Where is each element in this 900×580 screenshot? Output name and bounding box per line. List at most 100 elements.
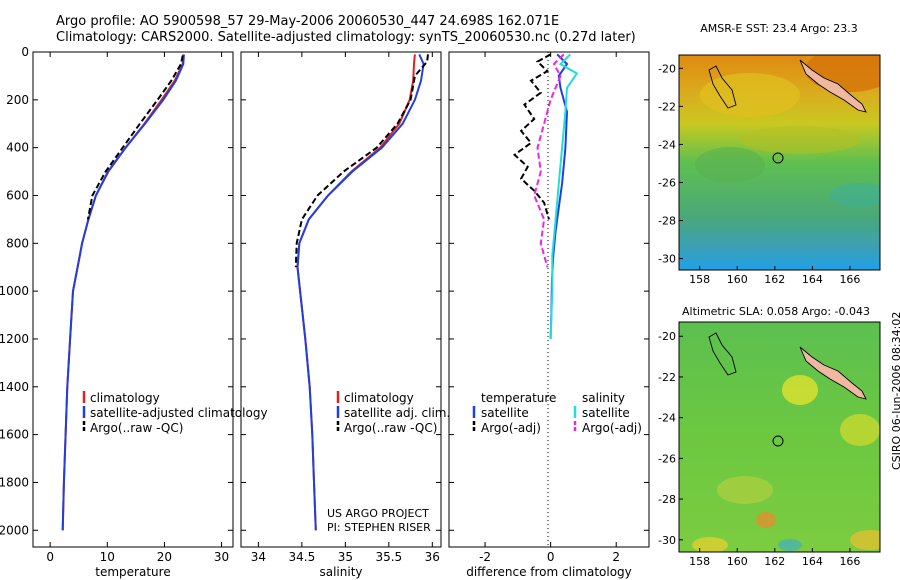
sst-map-frame: [678, 54, 881, 271]
x-tick-label: 36: [425, 550, 440, 564]
map-y-tick-label: -22: [658, 371, 676, 384]
sla-high-patch-3: [717, 476, 773, 504]
legend-label-temp-argo: Argo(-adj): [481, 421, 541, 435]
x-tick-label: 10: [100, 550, 115, 564]
legend-label-argo-raw: Argo(..raw -QC): [90, 421, 183, 435]
sst-map: AMSR-E SST: 23.4 Argo: 23.3: [678, 22, 881, 271]
sla-high-patch-2: [840, 414, 880, 446]
temperature-panel-frame: [32, 51, 234, 548]
series-line-salinity-satellite: [549, 53, 579, 340]
australia-coast: [708, 65, 737, 109]
sst-green-patch: [695, 147, 765, 183]
map-y-tick-label: -28: [658, 215, 676, 228]
x-tick-label: 0: [547, 550, 555, 564]
map-x-tick-label: 160: [727, 555, 748, 568]
x-tick-label: 34.5: [289, 550, 316, 564]
legend-label-temp-satellite: satellite: [481, 406, 529, 420]
sst-yellow-patch: [700, 73, 800, 117]
y-tick-label: 1400: [0, 380, 29, 394]
map-y-tick-label: -24: [658, 412, 676, 425]
y-tick-label: 800: [6, 236, 29, 250]
map-x-tick-label: 164: [802, 555, 823, 568]
map-x-tick-label: 158: [689, 273, 710, 286]
sst-band: [740, 126, 860, 154]
new-caledonia: [799, 346, 867, 400]
pi-label: PI: STEPHEN RISER: [327, 521, 431, 534]
legend-label-satellite-adj: satellite adj. clim.: [344, 406, 450, 420]
series-line-salinity-argo-adj-: [533, 53, 565, 268]
y-tick-label: 200: [6, 93, 29, 107]
map-y-tick-label: -22: [658, 100, 676, 113]
series-line-argo-raw-qc-: [294, 54, 429, 268]
x-tick-label: 0: [46, 550, 54, 564]
legend-label-climatology: climatology: [344, 391, 414, 405]
new-caledonia: [799, 59, 867, 113]
legend-group-salinity: salinity: [582, 391, 625, 405]
y-tick-label: 0: [21, 45, 29, 59]
map-y-tick-label: -20: [658, 62, 676, 75]
x-tick-label: 30: [214, 550, 229, 564]
map-y-tick-label: -30: [658, 253, 676, 266]
map-x-tick-label: 160: [727, 273, 748, 286]
sla-high-patch: [782, 375, 818, 405]
series-line-climatology: [61, 54, 185, 531]
y-tick-label: 2000: [0, 523, 29, 537]
legend-label-argo-raw: Argo(..raw -QC): [344, 421, 437, 435]
y-tick-label: 400: [6, 141, 29, 155]
x-tick-label: 35.5: [375, 550, 402, 564]
project-label: US ARGO PROJECT: [327, 507, 429, 520]
series-line-temperature-argo-adj-: [513, 53, 552, 220]
map-x-tick-label: 162: [764, 555, 785, 568]
legend-label-satellite-adjusted: satellite-adjusted climatology: [90, 406, 268, 420]
y-tick-label: 1000: [0, 284, 29, 298]
sst-cyan-patch: [830, 183, 880, 207]
y-tick-label: 1600: [0, 428, 29, 442]
y-tick-label: 1800: [0, 475, 29, 489]
legend-group-temperature: temperature: [481, 391, 556, 405]
map-y-tick-label: -24: [658, 138, 676, 151]
map-y-tick-label: -30: [658, 534, 676, 547]
x-tick-label: 34: [251, 550, 266, 564]
sla-map-frame: [678, 321, 881, 553]
map-y-tick-label: -20: [658, 330, 676, 343]
argo-float-marker: [772, 152, 784, 164]
x-axis-label: difference from climatology: [466, 565, 632, 579]
sla-map-title: Altimetric SLA: 0.058 Argo: -0.043: [682, 305, 870, 318]
x-tick-label: 35: [338, 550, 353, 564]
map-x-tick-label: 166: [839, 555, 860, 568]
sla-map: Altimetric SLA: 0.058 Argo: -0.043: [678, 305, 881, 553]
salinity-panel-frame: [240, 51, 442, 548]
x-tick-label: 2: [612, 550, 620, 564]
y-tick-label: 600: [6, 188, 29, 202]
sla-low-patch: [778, 539, 802, 551]
argo-float-marker: [772, 435, 784, 447]
map-axis-ticks: 158 160 162 164 166 -20 -22 -24 -26 -28 -30 158 160 1…: [658, 62, 860, 568]
series-line-climatology: [296, 54, 416, 531]
x-tick-label: 20: [157, 550, 172, 564]
map-y-tick-label: -28: [658, 493, 676, 506]
x-axis-label: temperature: [95, 565, 170, 579]
legend-label-climatology: climatology: [90, 391, 160, 405]
map-y-tick-label: -26: [658, 452, 676, 465]
map-x-tick-label: 166: [839, 273, 860, 286]
series-line-satellite-adj-clim-: [296, 53, 425, 531]
series-line-satellite-adjusted-climatology: [61, 54, 185, 531]
legend-label-sal-satellite: satellite: [582, 406, 630, 420]
y-tick-label: 1200: [0, 332, 29, 346]
australia-coast: [708, 332, 737, 376]
map-x-tick-label: 162: [764, 273, 785, 286]
map-y-tick-label: -26: [658, 176, 676, 189]
x-axis-label: salinity: [319, 565, 362, 579]
salinity-profile-plot: 34 34.5 35 35.5 36 salinity: [241, 51, 441, 579]
temperature-legend: climatology satellite-adjusted climatolo…: [82, 391, 268, 435]
series-line-argo-raw-qc-: [86, 55, 184, 220]
difference-legend: temperature salinity satellite Argo(-adj…: [472, 391, 642, 435]
difference-panel-frame: [448, 51, 650, 548]
temperature-profile-plot: 0 10 20 30 0 200 400 600 800 1000 1200 1400 1600 1800…: [0, 45, 233, 579]
map-x-tick-label: 164: [802, 273, 823, 286]
figure-title-line2: Climatology: CARS2000. Satellite-adjuste…: [56, 30, 636, 45]
figure-title-line1: Argo profile: AO 5900598_57 29-May-2006 …: [56, 14, 560, 29]
salinity-legend: climatology satellite adj. clim. Argo(..…: [327, 391, 450, 534]
